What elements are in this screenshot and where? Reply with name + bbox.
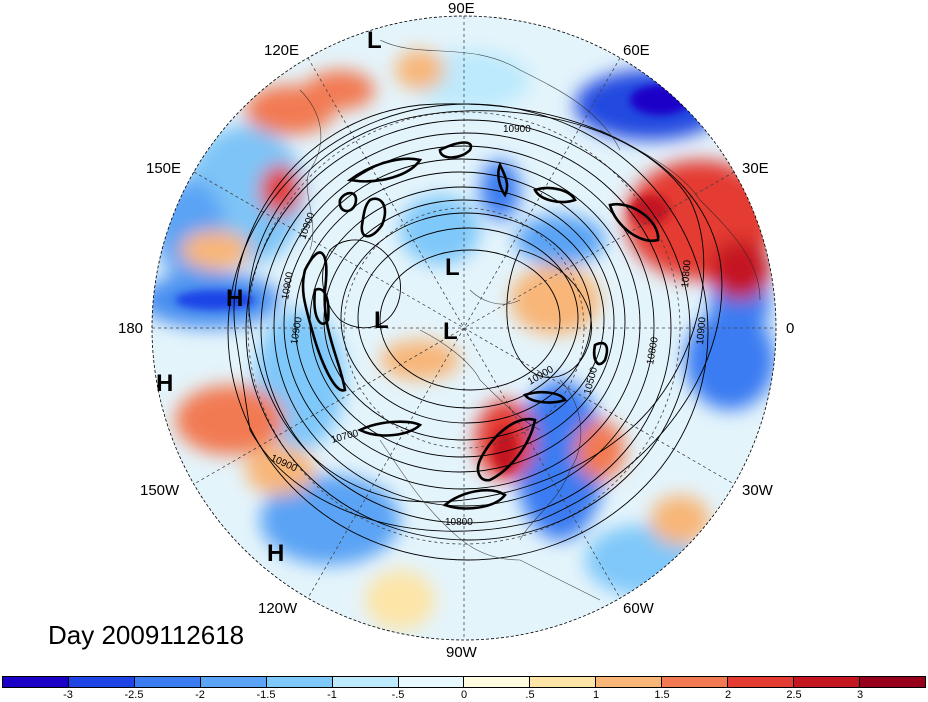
colorbar-tick-label: -1 <box>327 689 337 701</box>
contour-label: 10800 <box>680 259 693 288</box>
colorbar-tick-label: -2 <box>195 689 205 701</box>
lon-label-60e: 60E <box>623 42 650 59</box>
colorbar-tick-label: 1 <box>592 689 600 701</box>
colorbar-tick-label: -.5 <box>391 689 405 701</box>
colorbar-segment <box>266 677 333 687</box>
lon-label-150w: 150W <box>140 482 180 499</box>
colorbar-segment <box>464 677 531 687</box>
lon-label-0: 0 <box>786 320 795 337</box>
high-center: H <box>267 540 285 567</box>
day-label: Day 2009112618 <box>48 620 245 650</box>
jet-contours <box>301 141 660 510</box>
colorbar-tick-label: .5 <box>525 689 535 701</box>
lon-label-30w: 30W <box>742 482 773 499</box>
colorbar-tick-label: 1.5 <box>654 689 670 701</box>
low-center: L <box>367 27 382 54</box>
colorbar-segment <box>530 677 597 687</box>
height-contours <box>227 103 723 561</box>
low-center: L <box>443 318 458 345</box>
colorbar-segment <box>332 677 399 687</box>
lon-label-120w: 120W <box>258 600 298 617</box>
contour-label: 10900 <box>503 124 531 135</box>
colorbar-tick-label: -3 <box>63 689 73 701</box>
low-center: L <box>374 307 389 334</box>
colorbar-segment <box>398 677 465 687</box>
lon-label-120e: 120E <box>264 42 300 59</box>
contour-label: 10800 <box>645 336 661 366</box>
colorbar-segment <box>859 677 925 687</box>
colorbar-tick-label: 3 <box>856 689 864 701</box>
lon-label-180: 180 <box>118 320 144 337</box>
colorbar-tick-label: 0 <box>460 689 468 701</box>
contour-label: 10800 <box>445 517 473 528</box>
colorbar-segment <box>794 677 860 687</box>
contour-label: 10900 <box>695 316 708 345</box>
lon-label-90w: 90W <box>446 644 477 661</box>
high-center: H <box>156 370 174 397</box>
colorbar-segment <box>134 677 201 687</box>
colorbar-segment <box>3 677 69 687</box>
lon-label-90e: 90E <box>448 0 475 17</box>
colorbar-tick-label: 2 <box>724 689 732 701</box>
contour-label: 10900 <box>289 316 305 346</box>
contour-label: 10900 <box>280 271 296 301</box>
colorbar-segment <box>728 677 795 687</box>
lon-label-150e: 150E <box>146 160 182 177</box>
colorbar-tick-label: 2.5 <box>786 689 802 701</box>
map-boundary <box>151 15 777 641</box>
colorbar-segment <box>200 677 267 687</box>
colorbar-segment <box>68 677 135 687</box>
lon-label-30e: 30E <box>742 160 769 177</box>
colorbar-segment <box>662 677 729 687</box>
colorbar <box>2 676 926 688</box>
lon-label-60w: 60W <box>623 600 654 617</box>
colorbar-tick-label: -2.5 <box>124 689 144 701</box>
colorbar-segment <box>596 677 663 687</box>
high-center: H <box>226 285 244 312</box>
colorbar-tick-label: -1.5 <box>256 689 276 701</box>
low-center: L <box>445 254 460 281</box>
coastlines <box>299 39 761 601</box>
